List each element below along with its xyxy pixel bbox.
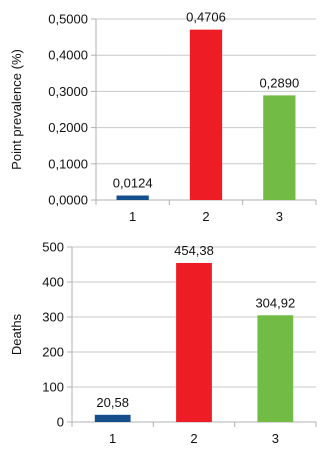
point-prevalence-chart-svg: 0,0000 0,1000 0,2000 0,3000 0,4000 0,5000 0,01…: [9, 10, 317, 224]
y-axis-title: Deaths: [9, 313, 24, 355]
y-tick-label: 0,3000: [48, 84, 88, 99]
bar-1: [94, 414, 131, 422]
data-label-2: 454,38: [174, 243, 214, 258]
y-tick-label: 200: [42, 345, 64, 360]
y-tick-label: 500: [42, 240, 64, 255]
bar-3: [257, 315, 294, 422]
deaths-chart-svg: 0 100 200 300 400 500 20,58 1 454,38 2 304,92 3 Deat…: [9, 240, 317, 446]
y-tick-label: 0,0000: [48, 193, 88, 208]
bar-3: [263, 95, 296, 200]
y-tick-label: 100: [42, 380, 64, 395]
point-prevalence-chart: 0,0000 0,1000 0,2000 0,3000 0,4000 0,5000 0,01…: [0, 0, 320, 228]
data-label-3: 304,92: [255, 295, 295, 310]
x-tick-label-1: 1: [109, 431, 116, 446]
data-label-2: 0,4706: [186, 10, 226, 25]
y-axis-title: Point prevalence (%): [9, 49, 24, 170]
y-tick-label: 0,5000: [48, 12, 88, 27]
x-tick-label-3: 3: [276, 209, 283, 224]
deaths-chart: 0 100 200 300 400 500 20,58 1 454,38 2 304,92 3 Deat…: [0, 228, 320, 457]
data-label-1: 20,58: [96, 395, 129, 410]
bar-1: [116, 195, 149, 200]
data-label-1: 0,0124: [113, 176, 153, 191]
data-label-3: 0,2890: [259, 75, 299, 90]
y-tick-label: 0: [57, 415, 64, 430]
x-tick-label-1: 1: [129, 209, 136, 224]
bar-2: [176, 262, 212, 422]
y-tick-label: 0,1000: [48, 156, 88, 171]
y-tick-label: 400: [42, 275, 64, 290]
x-tick-label-3: 3: [272, 431, 279, 446]
y-tick-label: 0,4000: [48, 48, 88, 63]
y-tick-label: 300: [42, 310, 64, 325]
x-tick-label-2: 2: [202, 209, 209, 224]
y-tick-label: 0,2000: [48, 120, 88, 135]
x-tick-label-2: 2: [190, 431, 197, 446]
bar-2: [189, 29, 223, 201]
